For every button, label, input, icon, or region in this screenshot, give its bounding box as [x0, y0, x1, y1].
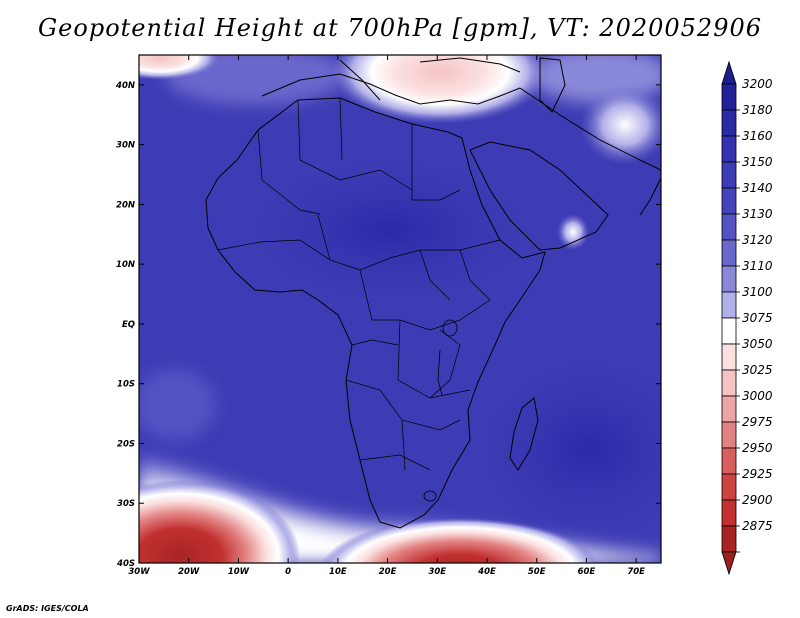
- colorbar: 3200 3180 3160 3150 3140 3130 3120 3110 3100 3075…: [721, 60, 773, 576]
- colorbar-swatch: [721, 525, 737, 553]
- lat-tick-label: 40S: [116, 559, 135, 569]
- lon-tick-label: 30W: [128, 567, 150, 577]
- lat-tick-label: 40N: [115, 81, 135, 91]
- colorbar-swatch: [721, 109, 737, 137]
- colorbar-swatch: [721, 239, 737, 267]
- colorbar-swatch: [721, 265, 737, 293]
- height-field: [139, 55, 661, 563]
- lat-tick-label: EQ: [122, 320, 135, 330]
- colorbar-swatch: [721, 291, 737, 319]
- colorbar-swatch: [721, 135, 737, 163]
- lon-tick-label: 60E: [578, 567, 596, 577]
- colorbar-bottom-arrow: [721, 551, 737, 576]
- colorbar-swatch: [721, 317, 737, 345]
- lat-tick-label: 10N: [116, 260, 135, 270]
- lakes: [423, 319, 458, 502]
- colorbar-label: 2875: [742, 519, 773, 533]
- colorbar-label: 2950: [742, 441, 773, 455]
- colorbar-swatch: [721, 83, 737, 111]
- colorbar-top-arrow: [721, 60, 737, 85]
- colorbar-label: 3025: [742, 363, 773, 377]
- lat-tick-label: 30N: [116, 141, 135, 151]
- colorbar-swatch: [721, 421, 737, 449]
- country-borders: [217, 97, 501, 471]
- colorbar-label: 3150: [742, 155, 773, 169]
- lon-tick-label: 40E: [477, 567, 496, 577]
- colorbar-label: 2925: [742, 467, 773, 481]
- latitude-axis: 40N 30N 20N 10N EQ 10S 20S 30S 40S: [115, 81, 661, 569]
- colorbar-label: 3110: [742, 259, 773, 273]
- colorbar-label: 3180: [742, 103, 773, 117]
- longitude-axis: 30W 20W 10W 0 10E 20E 30E 40E 50E 60E 70E: [128, 55, 645, 577]
- lon-tick-label: 0: [285, 567, 291, 577]
- colorbar-label: 3130: [742, 207, 773, 221]
- colorbar-label: 3100: [742, 285, 773, 299]
- lon-tick-label: 10W: [228, 567, 250, 577]
- lon-tick-label: 10E: [329, 567, 347, 577]
- colorbar-label: 3120: [742, 233, 773, 247]
- plot-title: Geopotential Height at 700hPa [gpm], VT:…: [38, 14, 762, 42]
- lat-tick-label: 20S: [117, 439, 135, 449]
- colorbar-swatch: [721, 499, 737, 527]
- coastlines: [205, 57, 661, 529]
- lon-tick-label: 70E: [627, 567, 645, 577]
- colorbar-label: 2975: [742, 415, 773, 429]
- colorbar-label: 3140: [742, 181, 773, 195]
- colorbar-label: 3050: [742, 337, 773, 351]
- colorbar-swatch: [721, 473, 737, 501]
- colorbar-label: 2900: [742, 493, 773, 507]
- map-frame: [138, 54, 662, 564]
- lat-tick-label: 10S: [117, 380, 135, 390]
- lon-tick-label: 20W: [178, 567, 200, 577]
- colorbar-label: 3160: [742, 129, 773, 143]
- colorbar-label: 3000: [742, 389, 773, 403]
- colorbar-swatch: [721, 447, 737, 475]
- colorbar-swatch: [721, 395, 737, 423]
- colorbar-label: 3200: [742, 77, 773, 91]
- colorbar-label: 3075: [742, 311, 773, 325]
- lon-tick-label: 50E: [528, 567, 546, 577]
- lat-tick-label: 20N: [116, 200, 135, 210]
- grads-credit: GrADS: IGES/COLA: [6, 604, 89, 613]
- lat-tick-label: 30S: [117, 499, 135, 509]
- colorbar-swatch: [721, 369, 737, 397]
- lon-tick-label: 20E: [379, 567, 397, 577]
- lon-tick-label: 30E: [428, 567, 446, 577]
- colorbar-swatch: [721, 187, 737, 215]
- colorbar-swatch: [721, 161, 737, 189]
- colorbar-swatch: [721, 343, 737, 371]
- colorbar-swatch: [721, 213, 737, 241]
